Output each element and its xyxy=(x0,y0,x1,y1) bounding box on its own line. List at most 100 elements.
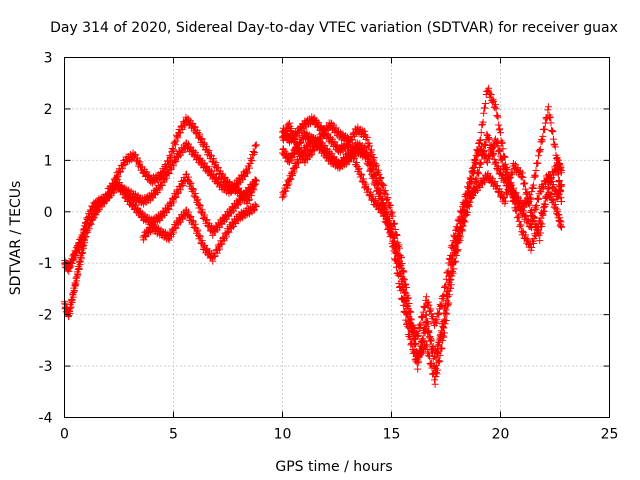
data-point xyxy=(378,206,386,214)
data-point xyxy=(362,151,370,159)
data-point xyxy=(395,279,403,287)
data-point xyxy=(503,190,511,198)
data-point xyxy=(547,190,555,198)
data-point xyxy=(495,147,503,155)
data-point xyxy=(105,194,113,202)
data-point xyxy=(498,189,506,197)
data-point xyxy=(360,178,368,186)
data-point xyxy=(433,370,441,378)
data-point xyxy=(243,170,251,178)
data-point xyxy=(558,198,566,205)
data-point xyxy=(441,304,449,312)
data-point xyxy=(530,181,538,189)
data-point xyxy=(546,114,554,122)
data-point xyxy=(529,184,537,192)
data-point xyxy=(485,155,493,163)
data-point xyxy=(513,207,521,215)
data-point xyxy=(417,313,425,321)
data-point xyxy=(536,237,544,245)
data-point xyxy=(406,335,414,343)
data-point xyxy=(488,96,496,104)
data-point xyxy=(492,100,500,108)
data-point xyxy=(392,263,400,271)
data-point xyxy=(160,168,168,176)
data-point xyxy=(435,357,443,365)
data-point xyxy=(500,194,508,202)
data-point xyxy=(520,180,528,188)
data-point xyxy=(493,112,501,120)
data-point xyxy=(401,309,409,317)
data-point xyxy=(482,99,490,107)
data-point xyxy=(380,209,388,217)
data-point xyxy=(508,169,516,177)
data-point xyxy=(467,175,475,183)
data-point xyxy=(435,311,443,319)
data-point xyxy=(250,181,258,189)
data-point xyxy=(371,178,379,186)
data-point xyxy=(191,189,199,197)
data-point xyxy=(414,359,422,367)
data-point xyxy=(317,135,325,143)
data-point xyxy=(198,135,206,143)
data-point xyxy=(445,271,453,279)
data-point xyxy=(199,240,207,248)
data-point xyxy=(373,187,381,195)
data-point xyxy=(250,182,258,190)
data-point xyxy=(439,295,447,303)
data-point xyxy=(485,133,493,141)
data-point xyxy=(174,134,182,142)
data-point xyxy=(79,248,87,256)
data-point xyxy=(179,148,187,156)
data-point xyxy=(392,256,400,264)
data-point xyxy=(359,175,367,183)
data-point xyxy=(522,212,530,220)
data-point xyxy=(469,166,477,174)
data-point xyxy=(534,152,542,160)
data-point xyxy=(179,181,187,189)
data-point xyxy=(418,312,426,320)
series-trace-h xyxy=(279,119,566,373)
data-point xyxy=(528,188,536,196)
data-point xyxy=(473,168,481,176)
data-point xyxy=(435,344,443,352)
data-point xyxy=(497,129,504,137)
data-point xyxy=(427,361,435,369)
data-point xyxy=(372,181,380,189)
data-point xyxy=(532,205,540,213)
data-point xyxy=(404,323,412,331)
data-point xyxy=(506,180,514,188)
data-point xyxy=(388,231,395,239)
data-point xyxy=(543,185,551,193)
data-point xyxy=(425,301,433,309)
data-point xyxy=(162,164,170,172)
data-point xyxy=(166,153,174,161)
data-point xyxy=(235,184,243,192)
data-point xyxy=(483,132,491,140)
data-point xyxy=(546,113,554,121)
data-point xyxy=(438,328,446,336)
data-point xyxy=(523,190,531,198)
data-point xyxy=(364,158,372,166)
data-point xyxy=(466,174,474,182)
data-point xyxy=(165,205,173,213)
data-point xyxy=(534,195,542,203)
data-point xyxy=(476,184,484,192)
data-point xyxy=(498,139,506,147)
data-point xyxy=(549,195,557,203)
data-point xyxy=(508,171,516,179)
data-point xyxy=(430,376,438,384)
data-point xyxy=(411,349,419,357)
data-point xyxy=(495,121,503,129)
data-point xyxy=(519,227,527,235)
data-point xyxy=(503,168,511,176)
data-point xyxy=(187,179,195,187)
data-point xyxy=(530,239,538,247)
data-point xyxy=(425,328,433,336)
data-point xyxy=(118,183,126,191)
data-point xyxy=(381,187,389,195)
data-point xyxy=(541,203,549,211)
data-point xyxy=(460,217,468,225)
x-tick-label: 0 xyxy=(60,427,69,443)
data-point xyxy=(496,125,504,133)
data-point xyxy=(172,157,180,165)
